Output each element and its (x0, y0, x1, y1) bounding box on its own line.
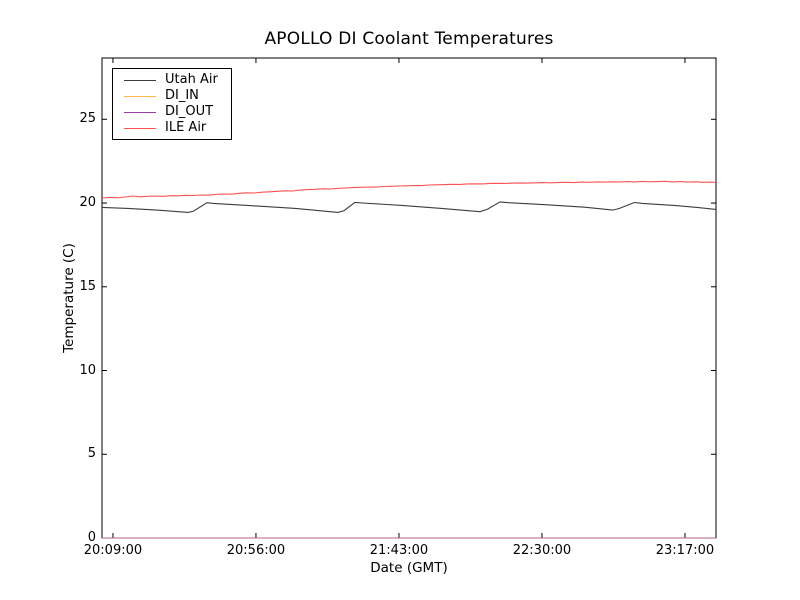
legend-line-sample (124, 79, 156, 81)
legend: Utah Air DI_IN DI_OUT ILE Air (112, 68, 232, 140)
legend-item-ile-air: ILE Air (113, 121, 231, 136)
legend-item-utah-air: Utah Air (113, 73, 231, 88)
x-tick-label: 21:43:00 (369, 543, 429, 558)
x-tick-label: 23:17:00 (655, 543, 715, 558)
y-tick-label: 0 (87, 530, 96, 545)
legend-item-di-in: DI_IN (113, 89, 231, 104)
y-tick-label: 15 (79, 278, 96, 294)
y-tick-label: 25 (79, 111, 96, 127)
series-line-utah-air (101, 201, 717, 213)
legend-item-di-out: DI_OUT (113, 105, 231, 120)
y-tick-label: 10 (79, 362, 96, 378)
x-axis-label: Date (GMT) (370, 560, 448, 576)
legend-label: DI_IN (165, 88, 199, 103)
legend-line-sample (124, 95, 156, 97)
legend-label: Utah Air (165, 72, 218, 87)
legend-line-sample (124, 111, 156, 113)
legend-label: DI_OUT (165, 104, 214, 119)
y-axis-label: Temperature (C) (61, 243, 77, 353)
y-tick-label: 20 (79, 195, 96, 211)
chart-title: APOLLO DI Coolant Temperatures (264, 29, 554, 49)
y-tick-label: 5 (87, 446, 96, 462)
legend-label: ILE Air (165, 120, 207, 135)
x-tick-label: 22:30:00 (512, 543, 572, 558)
x-tick-label: 20:09:00 (83, 543, 143, 558)
x-tick-label: 20:56:00 (226, 543, 286, 558)
legend-line-sample (124, 127, 156, 129)
series-line-ile-air (101, 180, 717, 199)
